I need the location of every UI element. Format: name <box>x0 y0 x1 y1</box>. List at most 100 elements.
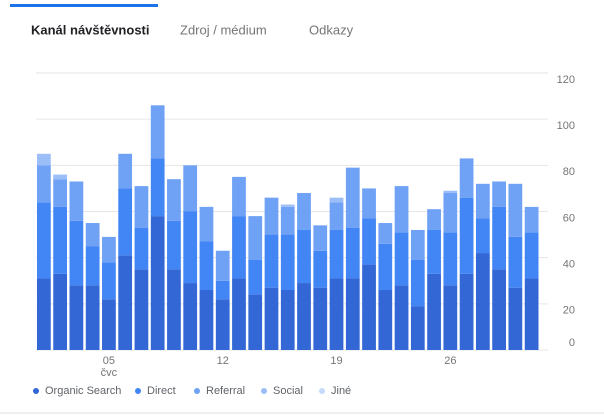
bar-segment <box>280 289 295 350</box>
y-tick-label: 80 <box>563 166 575 178</box>
active-tab-indicator <box>10 4 158 7</box>
bar-segment <box>199 241 214 290</box>
bar-segment <box>167 179 181 221</box>
bar-segment <box>167 269 181 350</box>
y-tick-label: 120 <box>557 74 575 86</box>
tab[interactable]: Zdroj / médium <box>180 22 267 37</box>
bar-segment <box>280 234 295 290</box>
bar-segment <box>53 206 68 274</box>
bar-segment <box>199 206 214 242</box>
legend-label: Jiné <box>331 385 351 397</box>
bar-segment <box>394 285 409 350</box>
bar-segment <box>410 229 425 260</box>
bar-segment <box>85 223 100 247</box>
bar-segment <box>134 186 149 228</box>
legend-swatch <box>33 388 39 394</box>
bar-segment <box>53 174 68 180</box>
bar-segment <box>69 181 84 221</box>
bar-segment <box>492 269 506 350</box>
bar-segment <box>150 105 165 159</box>
bar-segment <box>85 285 100 350</box>
bar-segment <box>394 232 409 286</box>
bar-segment <box>329 229 344 279</box>
x-tick-label: 05 <box>103 355 115 367</box>
bar-segment <box>248 259 263 295</box>
bar-segment <box>264 234 279 288</box>
bar-segment <box>37 153 51 166</box>
bar-segment <box>232 176 246 217</box>
legend-swatch <box>194 388 200 394</box>
y-tick-label: 40 <box>563 259 575 271</box>
bar-segment <box>524 232 539 279</box>
bar-segment <box>248 216 263 260</box>
legend-label: Organic Search <box>45 385 121 397</box>
bar-segment <box>492 181 506 207</box>
bar-segment <box>102 236 116 263</box>
bar-segment <box>313 250 328 288</box>
legend-label: Social <box>273 385 303 397</box>
bar-segment <box>248 294 263 350</box>
bar-segment <box>232 278 246 350</box>
bar-segment <box>280 206 295 235</box>
bar-segment <box>378 289 393 350</box>
bar-segment <box>378 223 393 244</box>
y-tick-label: 0 <box>569 337 575 349</box>
bar-segment <box>475 218 490 254</box>
bar-segment <box>492 206 506 270</box>
bar-segment <box>329 202 344 230</box>
bar-segment <box>459 273 474 350</box>
bar-segment <box>183 211 198 284</box>
x-tick-label: 12 <box>217 355 229 367</box>
bar-segment <box>102 299 116 350</box>
legend-label: Referral <box>206 385 245 397</box>
bar-segment <box>69 285 84 350</box>
bar-segment <box>232 216 246 279</box>
y-tick-label: 60 <box>563 212 575 224</box>
bar-segment <box>427 273 441 350</box>
bar-segment <box>183 165 198 212</box>
tab[interactable]: Kanál návštěvnosti <box>31 22 150 37</box>
bar-segment <box>378 243 393 290</box>
bar-segment <box>427 209 441 230</box>
bar-segment <box>443 232 458 286</box>
tab[interactable]: Odkazy <box>309 22 354 37</box>
bar-segment <box>362 188 376 219</box>
legend-swatch <box>261 388 267 394</box>
x-month-label: čvc <box>101 367 118 379</box>
bar-segment <box>329 197 344 203</box>
x-tick-label: 26 <box>444 355 456 367</box>
legend-swatch <box>319 388 325 394</box>
bar-segment <box>118 188 133 256</box>
bar-segment <box>345 227 360 279</box>
bar-segment <box>102 262 116 300</box>
bar-segment <box>443 193 458 233</box>
bar-segment <box>508 236 523 288</box>
bar-segment <box>443 190 458 194</box>
bar-segment <box>215 280 230 300</box>
bar-segment <box>215 250 230 281</box>
bar-segment <box>345 167 360 228</box>
bar-segment <box>37 278 51 350</box>
bar-segment <box>134 227 149 270</box>
bar-segment <box>313 225 328 251</box>
bar-segment <box>53 179 68 207</box>
bar-segment <box>297 283 311 350</box>
bar-segment <box>199 289 214 350</box>
bar-segment <box>313 287 328 350</box>
legend-swatch <box>135 388 141 394</box>
x-tick-label: 19 <box>330 355 342 367</box>
bar-segment <box>508 183 523 237</box>
bar-segment <box>264 287 279 350</box>
bar-segment <box>394 186 409 233</box>
bar-segment <box>524 206 539 233</box>
bar-segment <box>134 269 149 350</box>
bar-segment <box>410 306 425 350</box>
y-tick-label: 20 <box>563 305 575 317</box>
bar-segment <box>215 299 230 350</box>
bar-segment <box>37 165 51 203</box>
bar-segment <box>297 193 311 230</box>
bar-segment <box>475 253 490 350</box>
bar-segment <box>280 204 295 207</box>
bar-segment <box>150 158 165 217</box>
